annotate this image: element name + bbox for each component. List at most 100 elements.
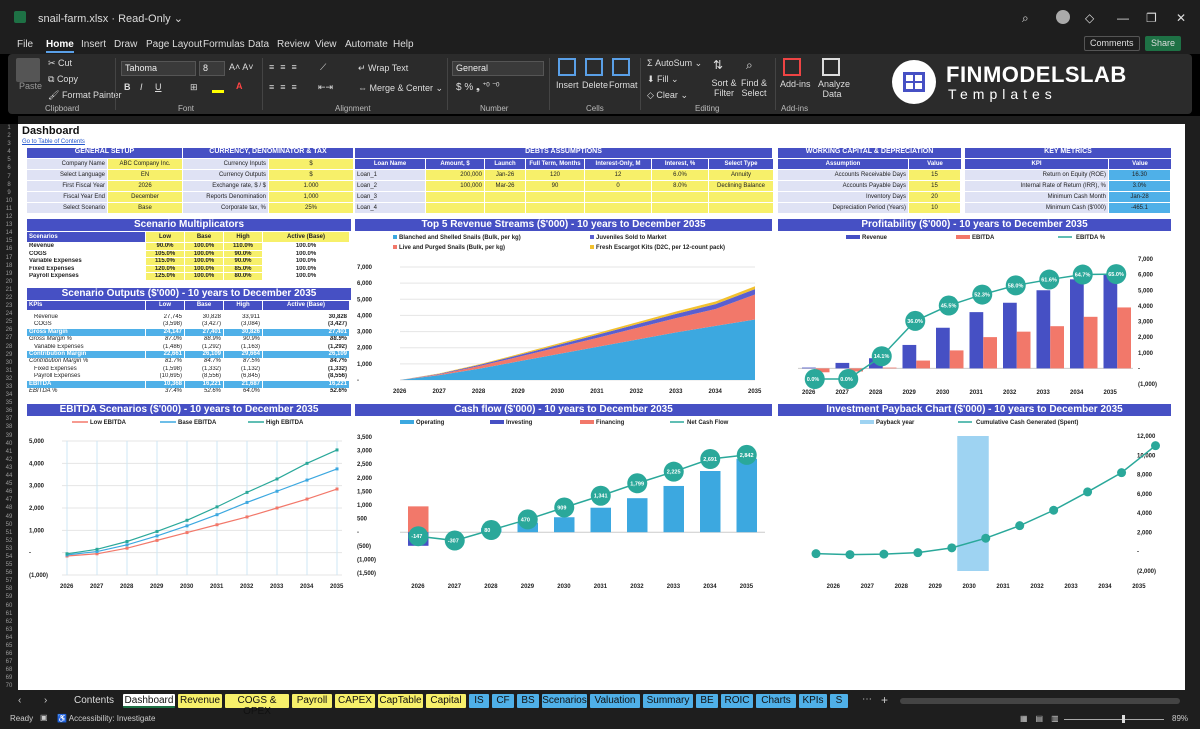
view-buttons[interactable]: ▦▤▥ — [1020, 714, 1067, 723]
find-select-button[interactable]: Find & Select — [740, 78, 767, 98]
underline-icon[interactable]: U — [155, 82, 162, 92]
mult-cell[interactable]: 90.0% — [224, 258, 262, 265]
sheet-tab-kpis[interactable]: KPIs — [799, 694, 827, 708]
font-name-select[interactable]: Tahoma — [121, 61, 196, 76]
menu-home[interactable]: Home — [46, 39, 74, 53]
mult-cell[interactable]: 100.0% — [185, 243, 223, 250]
currency-icon[interactable]: $ % ❟ ⁺⁰ ⁻⁰ — [456, 82, 500, 93]
debts-cell[interactable] — [585, 203, 651, 213]
mult-cell[interactable]: 125.0% — [146, 273, 184, 280]
menu-data[interactable]: Data — [248, 39, 270, 50]
restore-icon[interactable]: ❐ — [1146, 11, 1157, 25]
font-size-select[interactable]: 8 — [199, 61, 225, 76]
grow-font-icon[interactable]: A˄ A˅ — [229, 62, 254, 72]
italic-icon[interactable]: I — [140, 82, 143, 92]
sheet-tab-payroll[interactable]: Payroll — [292, 694, 332, 708]
align-left-icon[interactable]: ≡≡≡ — [269, 82, 303, 92]
vertical-scrollbar[interactable] — [1185, 116, 1200, 690]
mult-cell[interactable]: 80.0% — [224, 273, 262, 280]
autosum-button[interactable]: Σ AutoSum ⌄ — [647, 58, 703, 68]
mult-cell[interactable]: 110.0% — [224, 243, 262, 250]
menu-review[interactable]: Review — [277, 39, 310, 50]
more-sheets-icon[interactable]: ⋯ — [862, 694, 872, 705]
mult-cell[interactable]: 90.0% — [146, 243, 184, 250]
sheet-tab-cogs---opex[interactable]: COGS & OPEX — [225, 694, 289, 717]
cut-button[interactable]: ✂ Cut — [48, 58, 73, 68]
find-icon[interactable]: ⌕ — [746, 58, 753, 72]
clear-button[interactable]: ◇ Clear ⌄ — [647, 90, 688, 100]
mult-cell[interactable]: 100.0% — [185, 265, 223, 272]
sheet-tab-is[interactable]: IS — [469, 694, 489, 708]
mult-cell[interactable]: 120.0% — [146, 265, 184, 272]
currency-cell[interactable]: 1,000 — [269, 192, 353, 202]
menu-page-layout[interactable]: Page Layout — [146, 39, 203, 50]
file-title[interactable]: snail-farm.xlsx · Read-Only ⌄ — [38, 13, 183, 25]
sort-icon[interactable]: ⇅ — [713, 58, 724, 72]
zoom-slider-thumb[interactable] — [1122, 715, 1125, 723]
comments-button[interactable]: Comments — [1084, 36, 1140, 51]
toc-link[interactable]: Go to Table of Contents — [22, 139, 85, 145]
paste-button[interactable]: Paste — [19, 81, 43, 91]
mult-cell[interactable]: 105.0% — [146, 250, 184, 257]
debts-cell[interactable] — [709, 192, 773, 202]
number-format-select[interactable]: General — [452, 61, 544, 76]
borders-icon[interactable]: ⊞ — [190, 82, 198, 92]
general-cell[interactable]: Base — [108, 203, 182, 213]
debts-cell[interactable] — [652, 192, 708, 202]
format-cells-icon[interactable] — [612, 58, 630, 76]
general-cell[interactable]: ABC Company Inc. — [108, 159, 182, 169]
sheet-tab-contents[interactable]: Contents — [68, 694, 120, 708]
sheet-tab-charts[interactable]: Charts — [756, 694, 796, 708]
avatar[interactable] — [1056, 10, 1070, 24]
sheet-tab-dashboard[interactable]: Dashboard — [123, 694, 175, 708]
fill-color-icon[interactable] — [212, 83, 224, 93]
paste-icon[interactable] — [16, 58, 40, 82]
horizontal-scrollbar[interactable] — [900, 698, 1180, 704]
mult-cell[interactable]: 100.0% — [185, 258, 223, 265]
mult-cell[interactable]: 85.0% — [224, 265, 262, 272]
sheet-tab-capex[interactable]: CAPEX — [335, 694, 375, 708]
fill-button[interactable]: ⬇ Fill ⌄ — [647, 74, 679, 84]
addins-icon[interactable] — [783, 58, 801, 76]
sheet-tab-capital[interactable]: Capital — [426, 694, 466, 708]
mult-cell[interactable]: 100.0% — [185, 250, 223, 257]
general-cell[interactable]: 2026 — [108, 181, 182, 191]
bold-icon[interactable]: B — [124, 82, 131, 92]
align-top-icon[interactable]: ≡≡≡ — [269, 62, 303, 72]
copy-button[interactable]: ⧉ Copy — [48, 74, 78, 84]
menu-insert[interactable]: Insert — [81, 39, 107, 50]
debts-cell[interactable]: 0 — [585, 181, 651, 191]
sheet-tab-cf[interactable]: CF — [492, 694, 514, 708]
menu-draw[interactable]: Draw — [114, 39, 138, 50]
currency-cell[interactable]: $ — [269, 159, 353, 169]
sheet-tab-revenue[interactable]: Revenue — [178, 694, 222, 708]
delete-cells-icon[interactable] — [585, 58, 603, 76]
delete-button[interactable]: Delete — [582, 80, 609, 90]
mult-cell[interactable]: 115.0% — [146, 258, 184, 265]
sheet-tab-summary[interactable]: Summary — [643, 694, 693, 708]
addins-button[interactable]: Add-ins — [780, 79, 811, 89]
close-icon[interactable]: ✕ — [1176, 11, 1187, 25]
wc-cell[interactable]: 10 — [909, 203, 960, 213]
debts-cell[interactable]: 12 — [585, 170, 651, 180]
debts-cell[interactable] — [426, 203, 484, 213]
menu-view[interactable]: View — [315, 39, 337, 50]
currency-cell[interactable]: $ — [269, 170, 353, 180]
debts-cell[interactable] — [526, 192, 584, 202]
general-cell[interactable]: December — [108, 192, 182, 202]
debts-cell[interactable] — [709, 203, 773, 213]
sheet-tab-roic[interactable]: ROIC — [721, 694, 753, 708]
debts-cell[interactable]: 6.0% — [652, 170, 708, 180]
insert-button[interactable]: Insert — [556, 80, 579, 90]
mult-cell[interactable]: 100.0% — [185, 273, 223, 280]
font-color-icon[interactable]: A — [236, 81, 243, 91]
menu-formulas[interactable]: Formulas — [203, 39, 245, 50]
macro-icon[interactable]: ▣ — [40, 713, 48, 722]
debts-cell[interactable]: Annuity — [709, 170, 773, 180]
debts-cell[interactable]: 200,000 — [426, 170, 484, 180]
general-cell[interactable]: EN — [108, 170, 182, 180]
debts-cell[interactable] — [485, 192, 525, 202]
debts-cell[interactable] — [426, 192, 484, 202]
currency-cell[interactable]: 1.000 — [269, 181, 353, 191]
menu-file[interactable]: File — [17, 39, 34, 50]
